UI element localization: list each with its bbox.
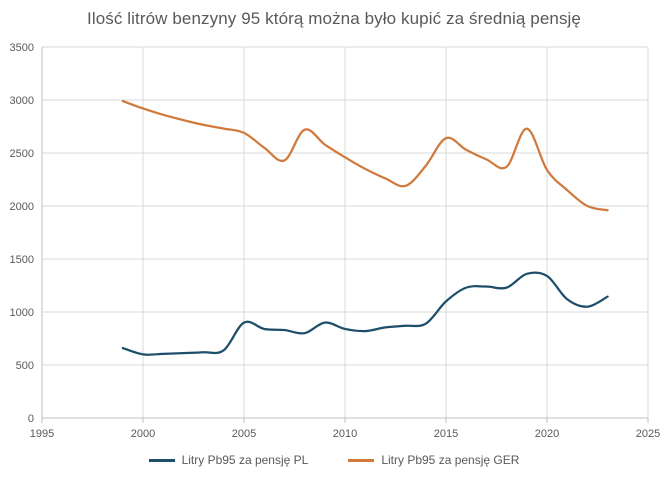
grid-lines bbox=[42, 46, 649, 418]
x-tick-label: 2015 bbox=[434, 428, 458, 440]
x-tick-label: 2010 bbox=[333, 428, 357, 440]
y-tick-label: 500 bbox=[16, 360, 34, 372]
x-tick-label: 1995 bbox=[30, 428, 54, 440]
legend: Litry Pb95 za pensję PL Litry Pb95 za pe… bbox=[0, 453, 668, 467]
y-tick-label: 0 bbox=[28, 413, 34, 425]
series-lines bbox=[121, 99, 609, 356]
y-tick-label: 1500 bbox=[10, 254, 34, 266]
x-tick-label: 2005 bbox=[232, 428, 256, 440]
legend-swatch-ger bbox=[348, 458, 375, 462]
axes bbox=[41, 47, 649, 423]
series-line-1 bbox=[121, 99, 609, 212]
chart-title: Ilość litrów benzyny 95 którą można było… bbox=[87, 9, 581, 28]
legend-label-pl: Litry Pb95 za pensję PL bbox=[181, 453, 309, 467]
y-tick-label: 1000 bbox=[10, 307, 34, 319]
y-tick-label: 2500 bbox=[10, 148, 34, 160]
x-tick-label: 2000 bbox=[131, 428, 155, 440]
legend-item-pl: Litry Pb95 za pensję PL bbox=[148, 453, 309, 467]
y-tick-label: 2000 bbox=[10, 201, 34, 213]
legend-swatch-pl bbox=[148, 458, 175, 462]
y-tick-label: 3000 bbox=[10, 95, 34, 107]
x-tick-label: 2020 bbox=[535, 428, 559, 440]
tick-labels: 0 500 1000 1500 2000 2500 3000 3500 1995 2000 2005… bbox=[10, 42, 661, 440]
legend-label-ger: Litry Pb95 za pensję GER bbox=[381, 453, 520, 467]
y-tick-label: 3500 bbox=[10, 42, 34, 54]
x-tick-label: 2025 bbox=[636, 428, 660, 440]
legend-item-ger: Litry Pb95 za pensję GER bbox=[348, 453, 519, 467]
series-line-0 bbox=[121, 271, 609, 356]
